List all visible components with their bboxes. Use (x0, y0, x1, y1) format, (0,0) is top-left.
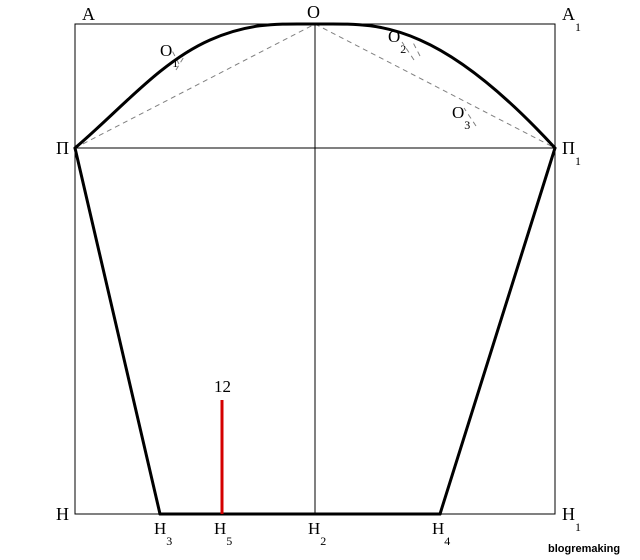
label-A: А (82, 4, 95, 24)
watermark: blogremaking (548, 543, 620, 555)
label-H: Н (56, 504, 69, 524)
dash-P-O (75, 24, 315, 148)
label-12: 12 (214, 377, 231, 396)
side-left (75, 148, 160, 514)
label-P1: П1 (562, 138, 581, 168)
label-H5: Н5 (214, 519, 232, 548)
label-O3: О3 (452, 103, 470, 132)
label-O: О (307, 2, 320, 22)
label-O2: О2 (388, 27, 406, 56)
label-P: П (56, 138, 69, 158)
dash-O-P1 (315, 24, 555, 148)
tick-O2 (413, 42, 420, 56)
label-H2: Н2 (308, 519, 326, 548)
label-H1: Н1 (562, 504, 581, 534)
label-A1: А1 (562, 4, 581, 34)
side-right (440, 148, 555, 514)
label-H4: Н4 (432, 519, 450, 548)
label-H3: Н3 (154, 519, 172, 548)
